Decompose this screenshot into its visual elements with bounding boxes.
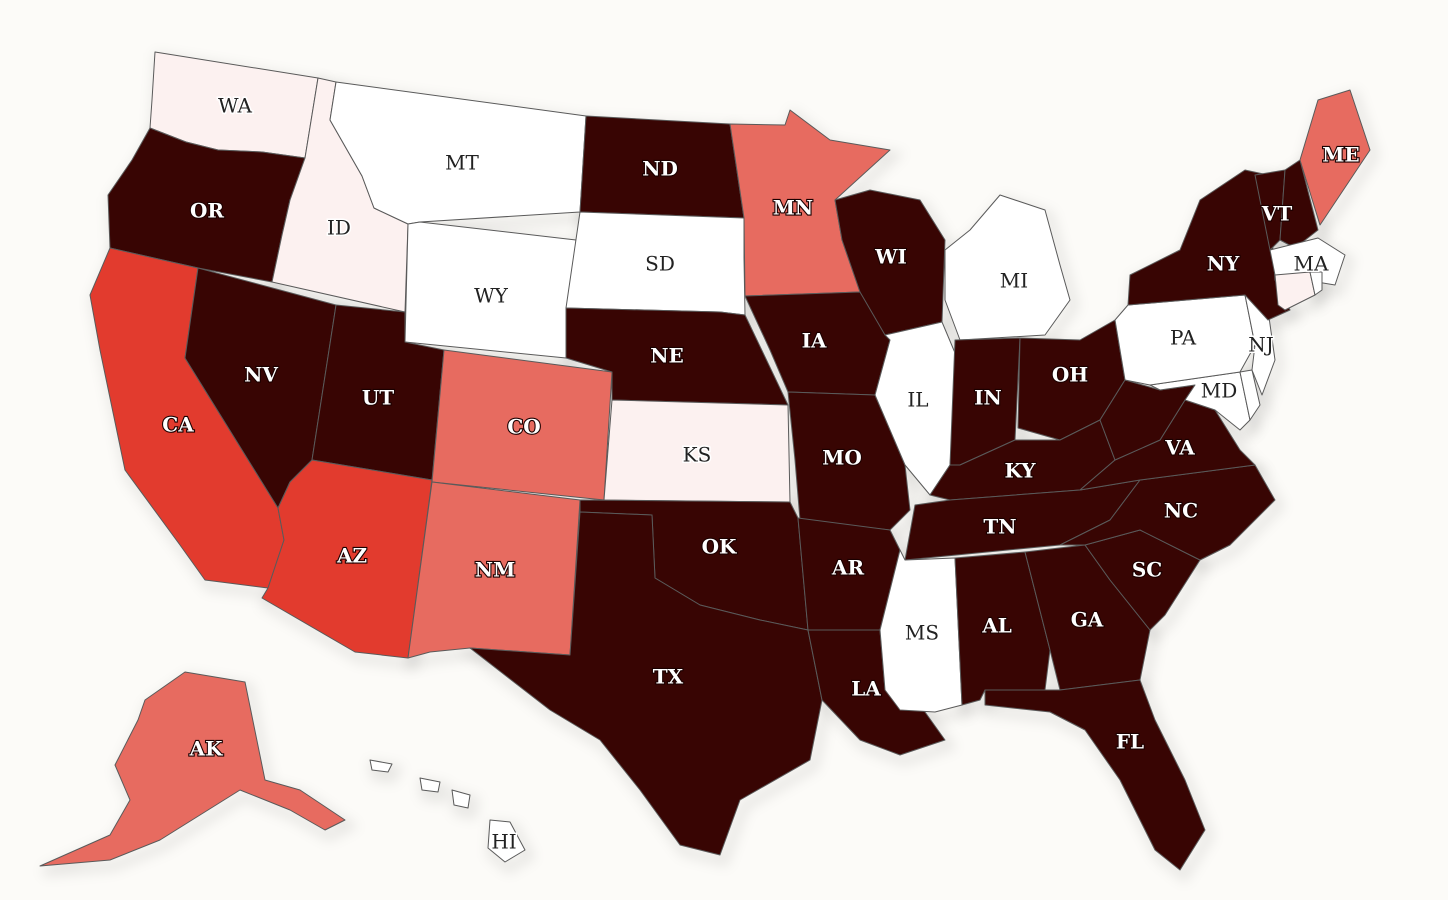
state-ri[interactable] xyxy=(1309,271,1323,296)
state-tx[interactable] xyxy=(469,511,823,856)
state-hi[interactable] xyxy=(369,759,526,863)
state-nm[interactable] xyxy=(407,481,581,659)
state-pa[interactable] xyxy=(1114,294,1256,386)
state-me[interactable] xyxy=(1299,89,1371,226)
state-shadow-hi xyxy=(367,759,536,875)
state-ks[interactable] xyxy=(603,399,791,503)
state-az[interactable] xyxy=(261,459,433,659)
state-shadow-fl xyxy=(984,680,1215,884)
state-ak[interactable] xyxy=(39,671,346,867)
state-ma[interactable] xyxy=(1269,237,1346,286)
state-wy[interactable] xyxy=(404,221,577,359)
state-co[interactable] xyxy=(431,349,613,501)
state-mi[interactable] xyxy=(944,194,1071,341)
state-nh[interactable] xyxy=(1279,159,1319,249)
state-nc[interactable] xyxy=(1059,464,1276,561)
state-fl[interactable] xyxy=(984,679,1206,871)
state-ct[interactable] xyxy=(1274,271,1316,311)
state-de[interactable] xyxy=(1239,369,1261,421)
state-nd[interactable] xyxy=(579,115,745,219)
state-sd[interactable] xyxy=(565,211,746,316)
states-layer xyxy=(39,51,1380,884)
